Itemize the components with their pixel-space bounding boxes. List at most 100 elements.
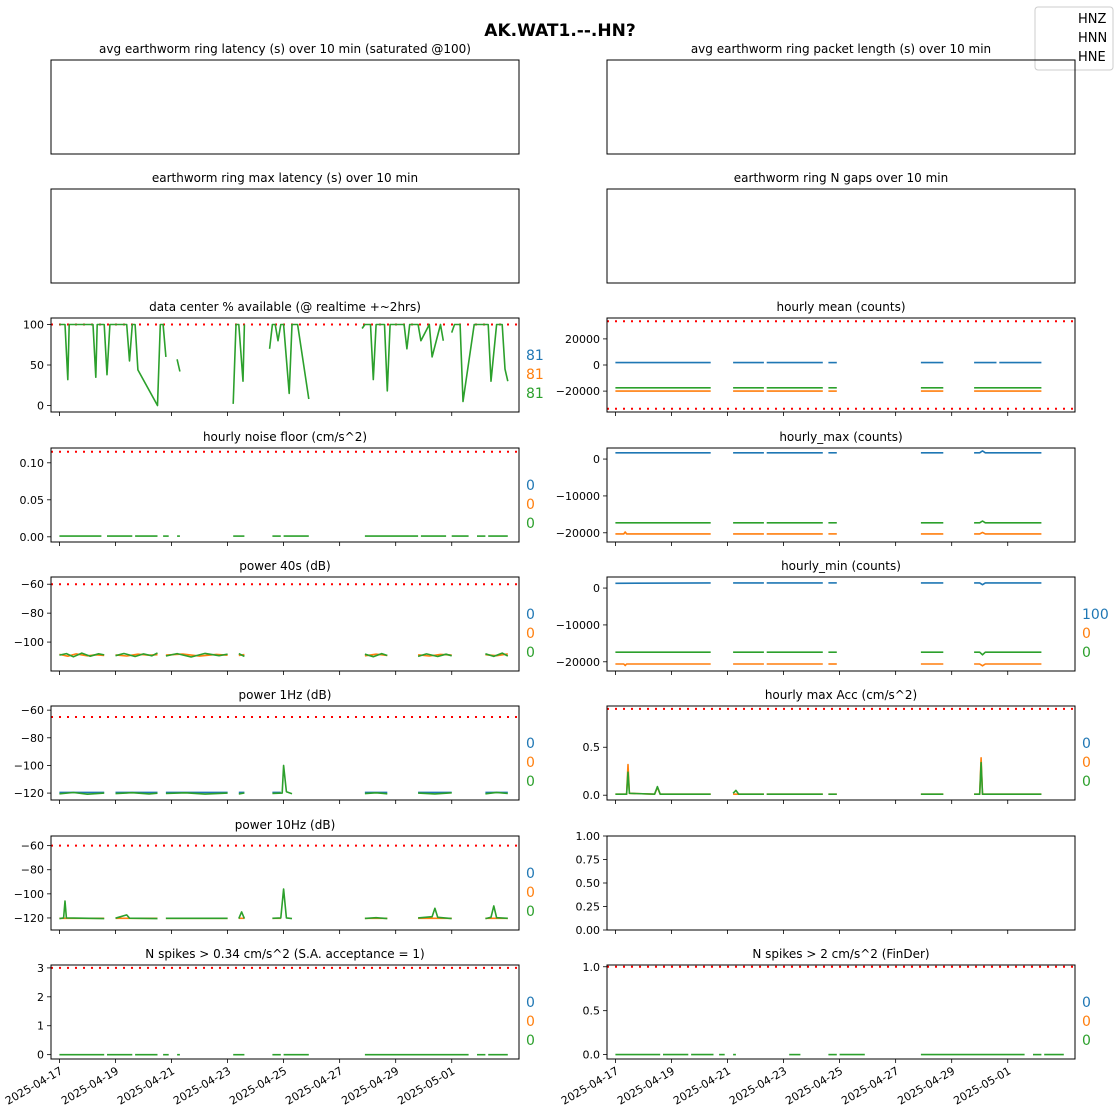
subplot-title: hourly_max (counts) <box>779 430 902 444</box>
series-line-hne <box>115 652 158 658</box>
x-tick-label: 2025-04-25 <box>227 1064 289 1107</box>
series-line-hne <box>1114 778 1120 794</box>
series-line-hne <box>361 323 445 392</box>
y-tick-label: 2 <box>37 991 44 1004</box>
side-value-hnn: 0 <box>1082 755 1091 771</box>
y-tick-label: −60 <box>21 704 44 717</box>
y-tick-label: −100 <box>14 888 44 901</box>
axes-frame <box>606 59 1076 155</box>
series-line-hne <box>1114 654 1120 657</box>
x-tick-label: 2025-04-27 <box>283 1064 345 1107</box>
series-line-hne <box>364 792 388 795</box>
x-tick-label: 2025-04-19 <box>59 1064 121 1107</box>
series-line-hne <box>59 900 105 920</box>
series-line-hne <box>485 791 508 795</box>
series-line-hne <box>485 652 509 658</box>
side-value-hnn: 81 <box>526 367 544 383</box>
y-tick-label: 0.0 <box>583 789 601 802</box>
subplot-title: power 10Hz (dB) <box>235 818 336 832</box>
series-line-hne <box>974 651 1042 656</box>
series-line-hne <box>364 652 388 658</box>
subplot-title: power 40s (dB) <box>239 559 330 573</box>
side-value-hne: 0 <box>1082 774 1091 790</box>
series-line-hne <box>176 359 181 372</box>
series-line-hne <box>364 916 388 920</box>
y-tick-label: −10000 <box>556 490 600 503</box>
subplot-title: N spikes > 2 cm/s^2 (FinDer) <box>752 947 929 961</box>
side-value-hne: 0 <box>1082 645 1091 661</box>
subplot-title: earthworm ring max latency (s) over 10 m… <box>152 171 418 185</box>
x-tick-label: 2025-04-27 <box>839 1064 901 1107</box>
x-tick-label: 2025-04-23 <box>171 1064 233 1107</box>
y-tick-label: 0 <box>37 400 44 413</box>
subplot-1: avg earthworm ring latency (s) over 10 m… <box>50 42 520 155</box>
y-tick-label: 3 <box>37 962 44 975</box>
y-tick-label: −60 <box>21 840 44 853</box>
series-line-hne <box>974 520 1042 524</box>
subplot-5: data center % available (@ realtime +~2h… <box>23 300 544 416</box>
subplot-12: hourly max Acc (cm/s^2) 0.0 0.5 0 0 0 <box>583 688 1120 804</box>
series-line-hne <box>615 771 711 795</box>
series-line-hne <box>268 323 310 400</box>
subplot-title: hourly noise floor (cm/s^2) <box>203 430 367 444</box>
series-line-hne <box>450 323 509 403</box>
subplot-13: power 10Hz (dB) −120 −100 −80 −60 0 0 0 <box>14 818 535 934</box>
side-value-hne: 0 <box>1082 1033 1091 1049</box>
x-tick-label: 2025-05-01 <box>395 1064 457 1107</box>
subplot-6: hourly mean (counts) −20000 0 20000 <box>556 300 1120 416</box>
side-value-hnn: 0 <box>526 885 535 901</box>
x-tick-label: 2025-04-29 <box>895 1064 957 1107</box>
subplot-title: hourly max Acc (cm/s^2) <box>765 688 917 702</box>
axes-frame <box>606 317 1076 413</box>
side-value-hnz: 0 <box>526 995 535 1011</box>
axes-frame <box>50 59 520 155</box>
axes-frame <box>50 188 520 284</box>
axes-frame <box>50 317 520 413</box>
y-tick-label: 50 <box>30 359 44 372</box>
y-tick-label: 0 <box>37 1049 44 1062</box>
series-line-hne <box>417 653 452 658</box>
series-line-hne <box>732 789 764 795</box>
series-line-hne <box>165 792 228 795</box>
y-tick-label: −100 <box>14 636 44 649</box>
side-value-hnn: 0 <box>526 626 535 642</box>
side-value-hne: 0 <box>526 1033 535 1049</box>
axes-frame <box>50 447 520 543</box>
y-tick-label: 0.05 <box>20 494 45 507</box>
series-line-hne <box>272 764 293 795</box>
side-value-hne: 0 <box>526 645 535 661</box>
subplot-7: hourly noise floor (cm/s^2) 0.00 0.05 0.10 0… <box>20 430 535 546</box>
side-value-hne: 0 <box>526 516 535 532</box>
axes-frame <box>50 576 520 672</box>
axes-frame <box>50 835 520 931</box>
series-line-hne <box>59 791 105 795</box>
subplot-title: N spikes > 0.34 cm/s^2 (S.A. acceptance … <box>145 947 424 961</box>
series-line-hne <box>1114 525 1120 528</box>
series-line-hne <box>974 761 1042 795</box>
legend-entry-hnz: HNZ <box>1078 12 1107 27</box>
axes-frame <box>606 188 1076 284</box>
legend-frame <box>1034 6 1114 71</box>
y-tick-label: 0.00 <box>576 924 601 937</box>
y-tick-label: −10000 <box>556 619 600 632</box>
x-tick-label: 2025-04-19 <box>615 1064 677 1107</box>
subplot-14: 0.00 0.25 0.50 0.75 1.00 <box>576 830 1076 937</box>
x-tick-label: 2025-05-01 <box>951 1064 1013 1107</box>
series-line-hne <box>1114 389 1120 392</box>
series-line-hne <box>238 911 246 919</box>
y-tick-label: −20000 <box>556 656 600 669</box>
series-line-hnn <box>1114 779 1120 794</box>
figure-title: AK.WAT1.--.HN? <box>484 21 635 41</box>
subplot-title: data center % available (@ realtime +~2h… <box>149 300 421 314</box>
x-tick-label: 2025-04-29 <box>339 1064 401 1107</box>
series-line-hne <box>232 323 246 404</box>
side-value-hnn: 0 <box>1082 626 1091 642</box>
y-tick-label: −80 <box>21 607 44 620</box>
subplot-15: N spikes > 0.34 cm/s^2 (S.A. acceptance … <box>3 947 535 1108</box>
legend-entry-hnn: HNN <box>1078 31 1107 46</box>
legend-entry-hne: HNE <box>1078 50 1106 65</box>
axes-frame <box>606 576 1076 672</box>
y-tick-label: 1 <box>37 1020 44 1033</box>
subplot-title: avg earthworm ring latency (s) over 10 m… <box>99 42 471 56</box>
y-tick-label: 100 <box>23 318 44 331</box>
